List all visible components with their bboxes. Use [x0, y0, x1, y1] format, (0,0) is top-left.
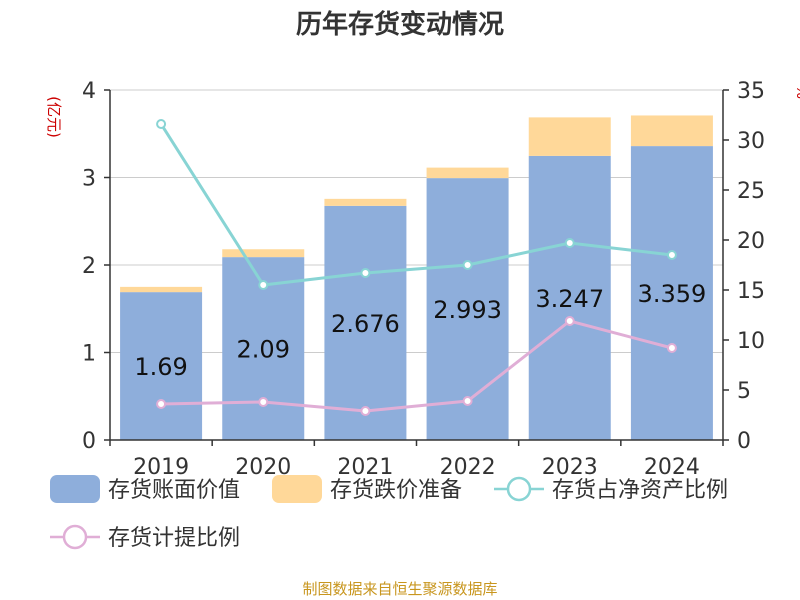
line-point-1-2022 — [462, 396, 473, 406]
bar-value-label-2019: 1.69 — [134, 353, 187, 381]
left-tick-label-4: 4 — [82, 79, 96, 104]
legend-swatch-0 — [50, 475, 100, 503]
right-tick-label-6: 30 — [737, 129, 765, 154]
right-axis-unit: % — [793, 85, 800, 99]
legend-swatch-1 — [272, 475, 322, 503]
legend-label-2: 存货占净资产比例 — [552, 478, 728, 503]
right-tick-label-2: 10 — [737, 329, 765, 354]
right-tick-label-7: 35 — [737, 79, 765, 104]
legend-label-0: 存货账面价值 — [108, 478, 240, 503]
bar-0-2021 — [324, 205, 407, 440]
bar-label-group: 1.69 2.09 2.676 2.993 3.247 3.359 — [134, 280, 706, 381]
legend-label-1: 存货跌价准备 — [330, 478, 462, 503]
bar-value-label-2023: 3.247 — [535, 285, 604, 313]
source-note: 制图数据来自恒生聚源数据库 — [302, 580, 497, 598]
line-point-1-2021 — [360, 406, 371, 416]
legend-marker-3 — [62, 524, 88, 550]
left-tick-label-3: 3 — [82, 167, 96, 192]
bar-0-2024 — [630, 146, 713, 440]
line-point-0-2024 — [666, 250, 677, 260]
grid-lines — [110, 89, 723, 353]
line-point-0-2021 — [360, 268, 371, 278]
line-point-1-2024 — [666, 343, 677, 353]
bar-1-2020 — [222, 249, 305, 258]
right-tick-label-0: 0 — [737, 429, 751, 454]
chart-title: 历年存货变动情况 — [296, 9, 504, 40]
legend-label-3: 存货计提比例 — [108, 526, 240, 551]
x-tick-label-4: 2023 — [542, 455, 598, 480]
bar-value-label-2024: 3.359 — [638, 280, 707, 308]
right-tick-label-5: 25 — [737, 179, 765, 204]
right-tick-label-1: 5 — [737, 379, 751, 404]
x-tick-label-0: 2019 — [133, 455, 189, 480]
right-tick-label-3: 15 — [737, 279, 765, 304]
left-axis-unit: (亿元) — [45, 96, 63, 138]
bar-group — [120, 115, 713, 441]
left-tick-label-0: 0 — [82, 429, 96, 454]
line-series-0 — [159, 123, 673, 287]
line-group — [156, 119, 677, 416]
legend-marker-2 — [506, 476, 532, 502]
bar-1-2019 — [120, 286, 203, 293]
x-tick-label-3: 2022 — [440, 455, 496, 480]
line-series-1 — [161, 319, 673, 413]
x-tick-label-2: 2021 — [337, 455, 393, 480]
line-point-1-2019 — [156, 399, 167, 409]
line-point-0-2020 — [258, 280, 269, 290]
bar-value-label-2021: 2.676 — [331, 310, 400, 338]
bar-1-2021 — [324, 198, 407, 206]
bar-0-2023 — [528, 155, 611, 440]
line-point-0-2023 — [564, 238, 575, 248]
line-point-1-2023 — [564, 316, 575, 326]
bar-value-label-2022: 2.993 — [433, 296, 502, 324]
x-tick-label-5: 2024 — [644, 455, 700, 480]
bar-1-2022 — [426, 167, 509, 179]
left-tick-label-2: 2 — [82, 254, 96, 279]
bar-1-2024 — [630, 115, 713, 147]
bar-1-2023 — [528, 117, 611, 156]
bar-0-2019 — [120, 292, 203, 440]
line-point-0-2022 — [462, 260, 473, 270]
right-tick-label-4: 20 — [737, 229, 765, 254]
bar-value-label-2020: 2.09 — [237, 336, 290, 364]
line-point-1-2020 — [258, 397, 269, 407]
left-tick-label-1: 1 — [82, 342, 96, 367]
line-point-0-2019 — [156, 119, 167, 129]
